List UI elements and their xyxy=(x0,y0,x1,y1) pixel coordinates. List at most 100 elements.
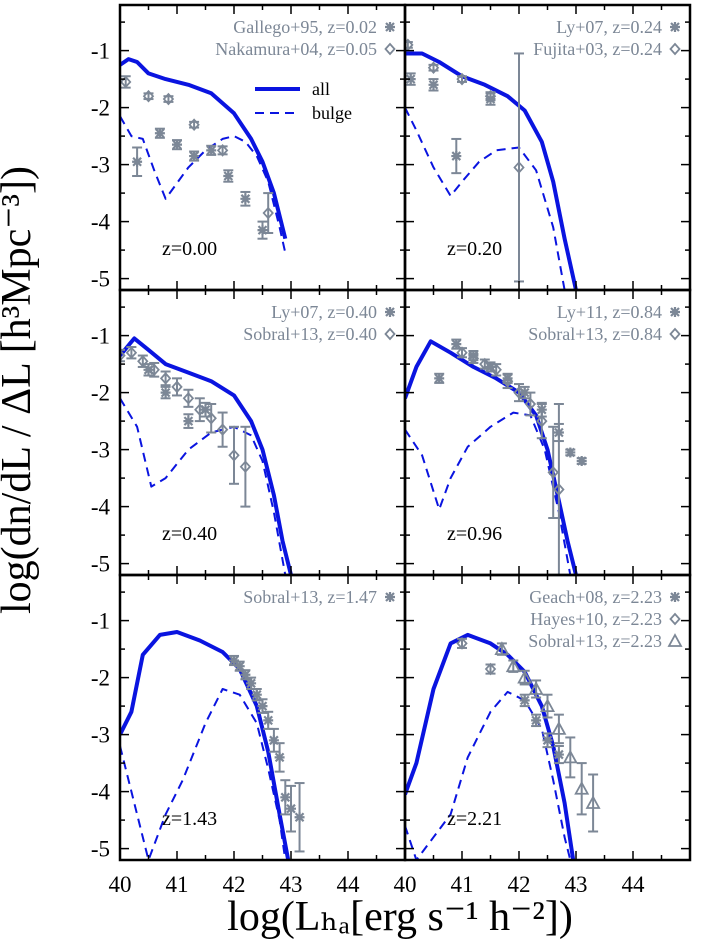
data-point-triangle xyxy=(539,698,556,712)
plot-area xyxy=(120,336,293,575)
data-point-asterisk xyxy=(405,74,416,85)
panel-z=1.43: -1 -2 -3 -4 -5 40 41 42 43 44 Sobral+13, z=1.47 z=1… xyxy=(91,573,407,897)
data-point-asterisk xyxy=(274,752,285,763)
data-point-asterisk xyxy=(263,715,274,726)
data-point-asterisk xyxy=(132,156,143,167)
y-tick-label: -5 xyxy=(91,267,110,292)
legend-marker-diamond xyxy=(384,327,396,341)
data-point-asterisk xyxy=(485,361,496,372)
data-point-asterisk xyxy=(542,735,553,746)
data-point-asterisk xyxy=(240,669,251,680)
data-point-asterisk xyxy=(280,792,291,803)
legend-marker-diamond xyxy=(669,42,681,56)
redshift-label: z=0.00 xyxy=(162,238,217,260)
data-point-diamond xyxy=(262,206,274,220)
data-point-asterisk xyxy=(451,339,462,350)
data-point-asterisk xyxy=(240,193,251,204)
data-point-asterisk xyxy=(451,151,462,162)
data-point-diamond xyxy=(513,386,525,399)
series-line-bulge xyxy=(405,107,566,290)
y-tick-label: -1 xyxy=(91,39,110,64)
data-point-diamond xyxy=(216,144,229,157)
y-tick-label: -5 xyxy=(91,552,110,577)
plot-area xyxy=(405,38,578,290)
x-tick-label: 42 xyxy=(223,872,246,897)
data-point-diamond xyxy=(456,346,468,360)
data-point-asterisk xyxy=(286,803,296,814)
legend-marker-asterisk xyxy=(670,592,680,602)
x-tick-label: 44 xyxy=(337,872,361,897)
x-tick-label: 40 xyxy=(109,872,132,897)
legend-label: Sobral+13, z=1.47 xyxy=(243,587,377,607)
redshift-label: z=0.40 xyxy=(162,523,217,545)
data-point-asterisk xyxy=(154,128,165,139)
legend-marker-diamond xyxy=(384,42,396,56)
data-point-asterisk xyxy=(531,715,542,726)
data-point-triangle xyxy=(562,749,578,764)
data-point-diamond xyxy=(536,414,548,428)
data-point-diamond xyxy=(120,75,132,89)
data-point-triangle xyxy=(517,669,533,684)
series-line-all xyxy=(120,57,288,240)
y-tick-label: -1 xyxy=(91,324,110,349)
legend-marker-asterisk xyxy=(385,307,395,317)
plot-area xyxy=(405,632,601,860)
y-tick-label: -5 xyxy=(91,837,110,862)
legend-label-all: all xyxy=(312,79,330,99)
data-point-asterisk xyxy=(206,145,217,156)
plot-area xyxy=(405,338,587,575)
series-line-bulge xyxy=(120,115,287,254)
y-tick-label: -2 xyxy=(91,96,110,121)
data-point-diamond xyxy=(501,374,514,388)
y-tick-label: -3 xyxy=(91,723,110,748)
series-line-all xyxy=(405,51,578,290)
x-tick-label: 43 xyxy=(280,872,303,897)
data-point-asterisk xyxy=(183,416,194,427)
plot-area xyxy=(120,57,288,254)
x-tick-label: 40 xyxy=(394,872,417,897)
data-point-triangle xyxy=(528,681,544,695)
legend-label: Gallego+95, z=0.02 xyxy=(233,17,377,37)
data-point-asterisk xyxy=(189,151,200,162)
data-point-diamond xyxy=(456,72,468,86)
data-point-diamond xyxy=(490,363,502,377)
x-axis-label: log(Lₕₐ[erg s⁻¹ h⁻²]) xyxy=(227,894,573,940)
legend-marker-asterisk xyxy=(670,307,680,317)
data-point-asterisk xyxy=(434,373,445,384)
y-tick-label: -3 xyxy=(91,153,110,178)
data-point-asterisk xyxy=(172,139,182,150)
data-point-diamond xyxy=(553,483,565,496)
legend-label: Hayes+10, z=2.23 xyxy=(530,609,662,629)
redshift-label: z=0.96 xyxy=(447,523,502,545)
data-point-diamond xyxy=(513,161,525,174)
legend-label: Fujita+03, z=0.24 xyxy=(533,39,662,59)
data-point-diamond xyxy=(182,391,195,405)
series-line-all xyxy=(120,336,293,575)
data-point-diamond xyxy=(205,411,217,425)
data-point-diamond xyxy=(479,357,491,371)
data-point-triangle xyxy=(505,658,521,673)
x-tick-label: 44 xyxy=(622,872,646,897)
legend-label: Ly+07, z=0.40 xyxy=(271,302,377,322)
legend-label-bulge: bulge xyxy=(312,103,352,123)
legend-label: Nakamura+04, z=0.05 xyxy=(215,39,377,59)
redshift-label: z=0.20 xyxy=(447,238,502,260)
data-point-triangle xyxy=(574,780,590,795)
redshift-label: z=1.43 xyxy=(162,808,217,830)
data-point-asterisk xyxy=(294,812,305,823)
data-point-asterisk xyxy=(576,456,587,466)
legend-label: Sobral+13, z=0.40 xyxy=(243,324,377,344)
data-point-diamond xyxy=(148,363,160,377)
data-point-diamond xyxy=(194,403,206,417)
y-tick-label: -2 xyxy=(91,666,110,691)
legend-label: Ly+11, z=0.84 xyxy=(557,302,662,322)
series-line-bulge xyxy=(405,690,572,860)
data-point-asterisk xyxy=(223,171,234,181)
y-tick-label: -3 xyxy=(91,438,110,463)
data-point-diamond xyxy=(239,460,252,474)
data-point-asterisk xyxy=(229,655,239,666)
panel-z=0.00: -1 -2 -3 -4 -5 Gallego+95, z=0.02Nakamura+04,… xyxy=(91,3,407,292)
legend-marker-asterisk xyxy=(385,592,395,602)
